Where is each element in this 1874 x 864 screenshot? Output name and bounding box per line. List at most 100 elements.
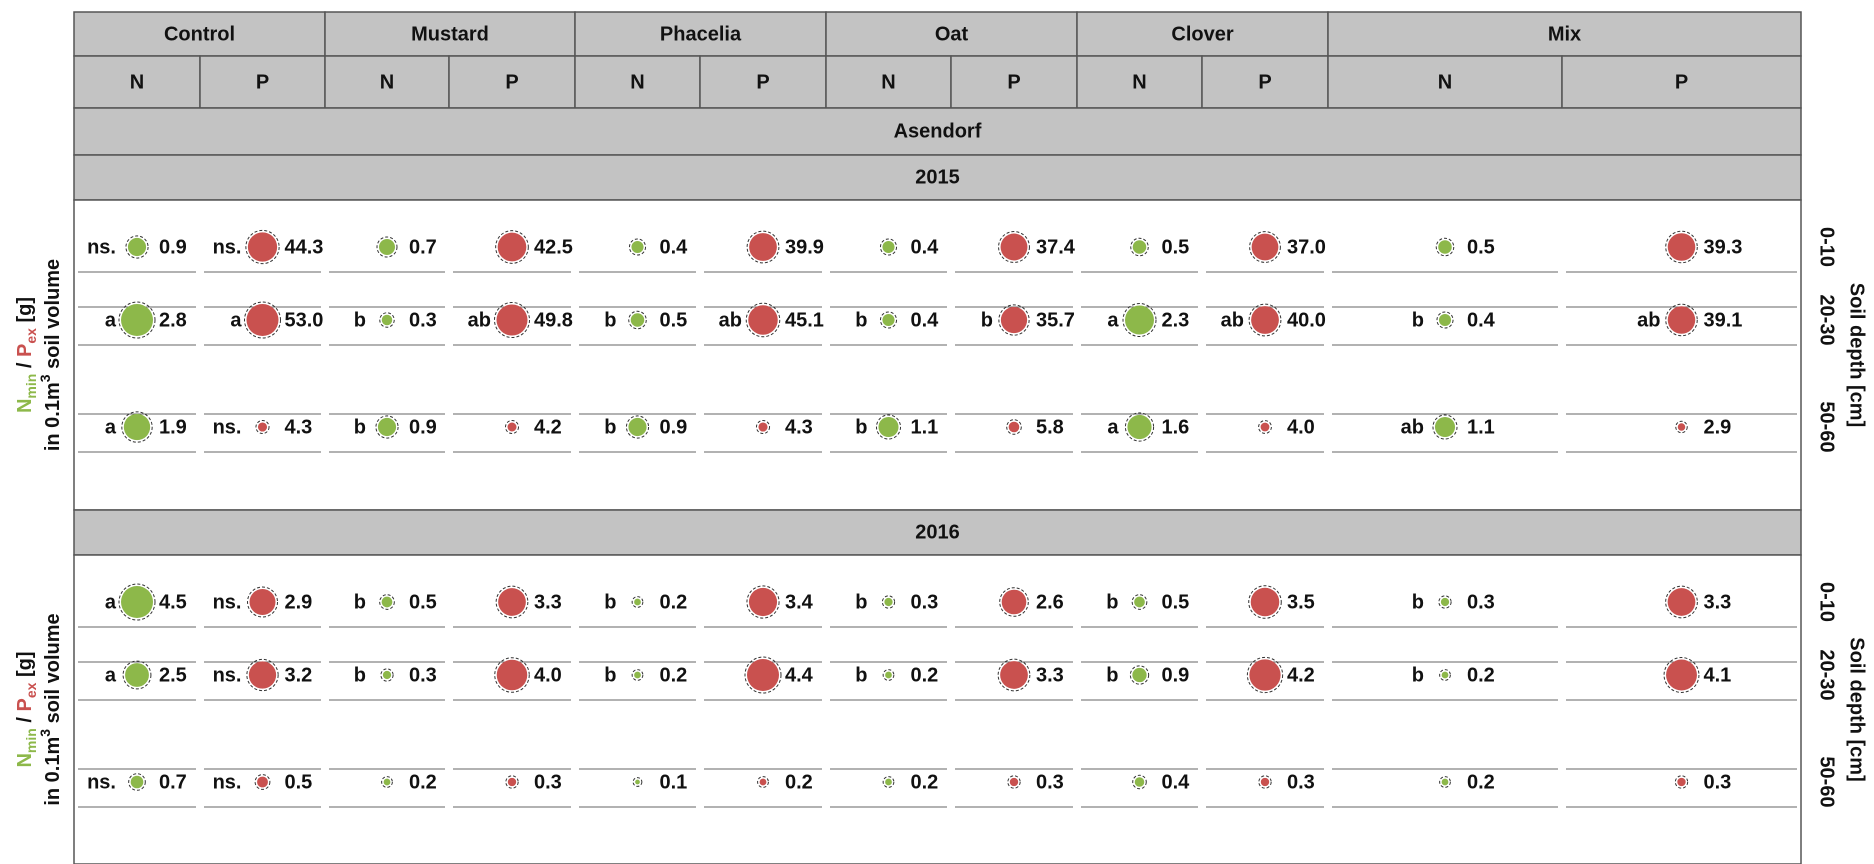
bubble [257,776,268,788]
y-axis-label: Nmin / Pex [g] [14,651,38,767]
bubble-outline [1665,303,1698,337]
bubble [1251,306,1279,334]
bubble-outline [1258,420,1272,434]
bubble-outline [1436,311,1454,329]
value-label: 42.5 [534,236,573,258]
depth-axis-label: Soil depth [cm] [1846,637,1868,781]
bubble [1008,421,1020,433]
significance-letter: ns. [213,771,242,793]
significance-letter: a [1107,416,1119,438]
label-part: N [14,753,36,767]
bubble-outline [746,230,780,264]
bubble-outline [1124,412,1155,442]
bubble [1134,596,1145,608]
column-header-cell [825,11,1078,57]
significance-letter: b [981,309,993,331]
bubble-outline [494,657,530,693]
label-part: [g] [14,651,36,682]
significance-letter: b [855,664,867,686]
bubble [382,670,392,680]
value-label: 0.4 [1162,771,1191,793]
bubble [383,778,391,786]
bubble-outline [879,311,898,329]
bubble [635,779,640,785]
bubble [123,413,151,441]
column-header: Control [164,23,235,45]
bubble-outline [1248,585,1282,619]
bubble [1249,659,1281,691]
significance-letter: a [105,416,117,438]
significance-letter: b [604,664,616,686]
value-label: 0.2 [911,771,939,793]
depth-label: 20-30 [1816,294,1838,345]
bubble [1260,422,1270,432]
location-bar [73,107,1802,156]
value-label: 3.5 [1287,591,1315,613]
bubble-outline [1675,420,1688,434]
y-axis-label: in 0.1m3 soil volume [37,259,65,451]
value-label: 3.3 [1036,664,1064,686]
bubble-outline [757,776,769,788]
significance-letter: b [1412,591,1424,613]
bubble [249,589,276,615]
bubble [379,239,395,255]
significance-letter: ns. [213,591,242,613]
value-label: 3.4 [785,591,814,613]
significance-letter: ab [1221,309,1244,331]
bubble [1124,305,1155,335]
bubble [885,778,892,786]
y-axis-label: in 0.1m3 soil volume [37,613,65,805]
bubble-outline [632,777,643,787]
column-header: Oat [935,23,969,45]
value-label: 4.3 [785,416,813,438]
bubble-outline [493,301,531,339]
value-label: 0.5 [409,591,437,613]
bubble [497,232,527,262]
bubble [630,313,645,327]
value-label: 1.6 [1162,416,1190,438]
bubble [884,597,893,607]
value-label: 39.3 [1704,236,1743,258]
value-label: 0.9 [159,236,187,258]
value-label: 0.3 [1036,771,1064,793]
significance-letter: a [1107,309,1119,331]
nutrient-header-cell [448,55,576,109]
bubble-outline [1439,776,1451,788]
location-label: Asendorf [894,120,982,142]
bubble-outline [755,419,771,435]
bubble [121,586,153,618]
bubble [496,659,528,691]
value-label: 35.7 [1036,309,1075,331]
value-label: 0.2 [660,591,688,613]
value-label: 0.5 [1162,591,1190,613]
bubble [882,313,895,327]
value-label: 0.7 [409,236,437,258]
value-label: 0.2 [660,664,688,686]
nutrient-header-cell [73,55,201,109]
value-label: 0.9 [660,416,688,438]
value-label: 44.3 [285,236,324,258]
label-part: soil volume [42,259,64,375]
significance-letter: a [105,664,117,686]
bubble [381,596,393,608]
value-label: 0.3 [409,664,437,686]
nutrient-header-cell [1327,55,1563,109]
value-label: 49.8 [534,309,573,331]
bubble [882,240,895,254]
nutrient-header: P [1675,71,1688,93]
bubble [1677,423,1686,431]
value-label: 0.3 [409,309,437,331]
bubble-outline [247,586,278,618]
bubble [1132,667,1147,683]
bubble [631,240,644,254]
significance-letter: b [354,591,366,613]
bubble [1438,313,1452,327]
nutrient-header: P [1007,71,1020,93]
column-header: Mustard [411,23,489,45]
bubble-outline [379,594,395,610]
value-label: 0.4 [1467,309,1496,331]
bubble-outline [122,660,152,690]
bubble-outline [1122,302,1157,338]
significance-letter: ns. [213,236,242,258]
value-label: 2.9 [285,591,313,613]
